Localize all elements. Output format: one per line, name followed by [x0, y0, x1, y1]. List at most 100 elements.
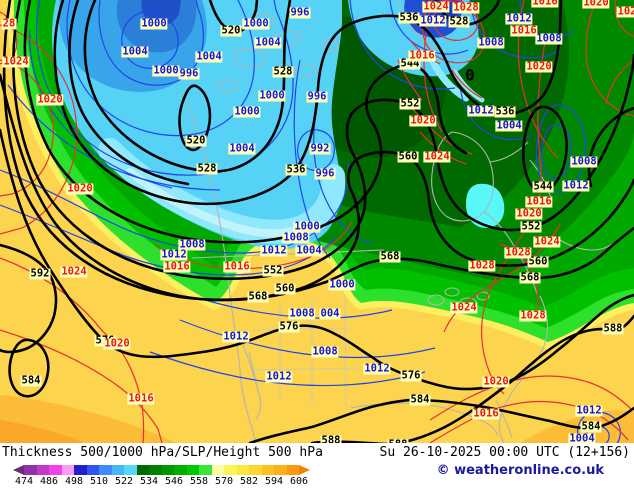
contour-label: 1020 [525, 60, 553, 73]
contour-label: 528 [196, 162, 218, 175]
contour-label: 1008 [178, 238, 206, 251]
contour-label: 1000 [242, 17, 270, 30]
contour-label: 1024 [422, 0, 450, 13]
product-title: Thickness 500/1000 hPa/SLP/Height 500 hP… [2, 445, 323, 460]
contour-label: 1012 [467, 104, 495, 117]
contour-label: 1024 [450, 301, 478, 314]
contour-label: 1012 [260, 244, 288, 257]
colorbar-cell [236, 465, 249, 475]
valid-time: Su 26-10-2025 00:00 UTC (12+156) [379, 445, 630, 460]
contour-label: 996 [314, 167, 336, 180]
contour-label: 1012 [363, 362, 391, 375]
contour-label: 1000 [258, 89, 286, 102]
contour-label: 1028 [452, 1, 480, 14]
colorbar-cell [224, 465, 237, 475]
colorbar-cell [124, 465, 137, 475]
contour-label: 1016 [510, 24, 538, 37]
contour-label: 1016 [127, 392, 155, 405]
colorbar-tick: 486 [39, 476, 59, 487]
colorbar-right-arrow [299, 465, 310, 475]
contour-label: 1012 [562, 179, 590, 192]
weather-map: 520 520 528 528 528 536 536 536 544 544 552 552 552 5… [0, 0, 634, 443]
contour-label: 1008 [570, 155, 598, 168]
contour-label: 1028 [504, 246, 532, 259]
contour-label: 1004 [495, 119, 523, 132]
contour-label: 1008 [535, 32, 563, 45]
thickness-colorbar [24, 465, 299, 475]
colorbar-tick: 546 [164, 476, 184, 487]
colorbar-tick: 522 [114, 476, 134, 487]
contour-label: 588 [387, 439, 409, 443]
contour-label: 996 [306, 90, 328, 103]
legend-footer: Thickness 500/1000 hPa/SLP/Height 500 hP… [0, 443, 634, 490]
colorbar-cell [36, 465, 49, 475]
contour-label: 1016 [525, 195, 553, 208]
colorbar-tick: 594 [264, 476, 284, 487]
contour-label: 568 [519, 271, 541, 284]
contour-label: 004 [319, 307, 341, 320]
contour-label: 552 [262, 264, 284, 277]
contour-label: 1000 [293, 220, 321, 233]
contour-label: 102 [616, 6, 634, 18]
colorbar-cell [199, 465, 212, 475]
contour-label: 1016 [472, 407, 500, 420]
contour-label: 1016 [531, 0, 559, 8]
contour-label: 1020 [582, 0, 610, 9]
contour-label: 536 [285, 163, 307, 176]
contour-label: 1024 [2, 55, 30, 68]
contour-label: 584 [20, 374, 42, 387]
contour-label: 0 [465, 65, 475, 85]
contour-label: 528 [448, 15, 470, 28]
contour-label: 1020 [482, 375, 510, 388]
contour-label: 1020 [66, 182, 94, 195]
contour-label: 544 [399, 57, 421, 70]
colorbar-cell [24, 465, 37, 475]
contour-label: 1012 [265, 370, 293, 383]
contour-label: 1028 [468, 259, 496, 272]
contour-label: 1020 [409, 114, 437, 127]
contour-label: 1024 [60, 265, 88, 278]
colorbar-cell [249, 465, 262, 475]
colorbar-cell [261, 465, 274, 475]
contour-label: 1008 [282, 231, 310, 244]
colorbar-cell [211, 465, 224, 475]
contour-label: 1020 [515, 207, 543, 220]
contour-label: 576 [278, 320, 300, 333]
colorbar-cell [74, 465, 87, 475]
contour-label: 544 [532, 180, 554, 193]
contour-label: 520 [185, 134, 207, 147]
contour-label: 1024 [423, 150, 451, 163]
colorbar-cell [174, 465, 187, 475]
contour-label: 1000 [152, 64, 180, 77]
contour-label: 536 [494, 105, 516, 118]
contour-label: 552 [399, 97, 421, 110]
contour-label: 1012 [419, 14, 447, 27]
contour-label: 1012 [505, 12, 533, 25]
contour-label: 1004 [254, 36, 282, 49]
contour-label: 1012 [575, 404, 603, 417]
contour-label: 592 [29, 267, 51, 280]
colorbar-cell [136, 465, 149, 475]
contour-label: 1016 [223, 260, 251, 273]
contour-label: 1000 [233, 105, 261, 118]
contour-label: 1008 [477, 36, 505, 49]
contour-label: 1004 [568, 432, 596, 443]
contour-label: 536 [398, 11, 420, 24]
contour-label: 568 [379, 250, 401, 263]
contour-label: 1008 [311, 345, 339, 358]
colorbar-cell [86, 465, 99, 475]
contour-label: 1016 [408, 49, 436, 62]
contour-label: 560 [274, 282, 296, 295]
contour-label: 576 [400, 369, 422, 382]
contour-label: 1020 [36, 93, 64, 106]
colorbar-tick: 510 [89, 476, 109, 487]
contour-label: 992 [309, 142, 331, 155]
colorbar-cell [286, 465, 299, 475]
contour-label: 560 [397, 150, 419, 163]
contour-label: 1004 [228, 142, 256, 155]
contour-label: 1020 [103, 337, 131, 350]
contour-label: 552 [520, 220, 542, 233]
colorbar-tick: 534 [139, 476, 159, 487]
colorbar-cell [61, 465, 74, 475]
